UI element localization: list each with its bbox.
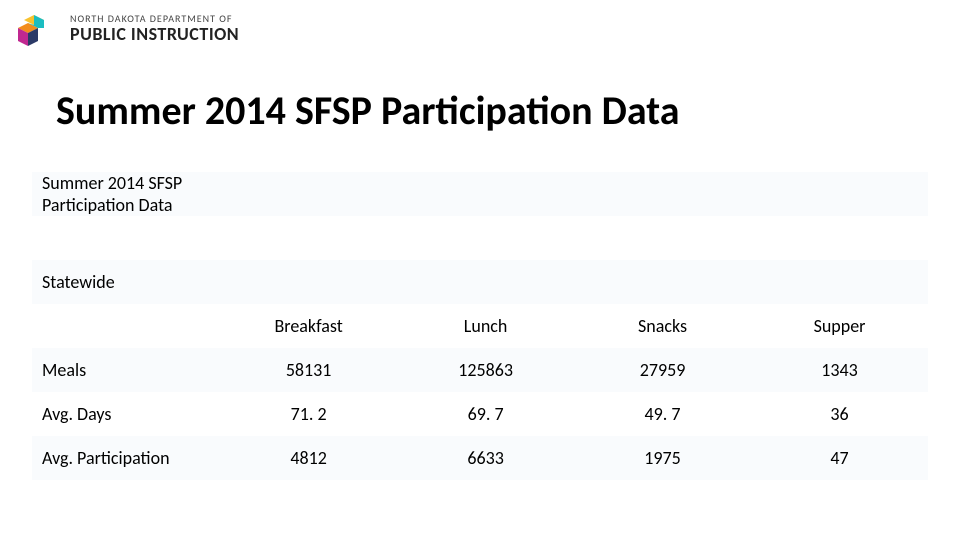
table-cell: 36 — [751, 392, 928, 436]
table-cell: Snacks — [574, 304, 751, 348]
table-cell: 49. 7 — [574, 392, 751, 436]
table-row: BreakfastLunchSnacksSupper — [32, 304, 928, 348]
table-cell: 1975 — [574, 436, 751, 480]
table-cell: Statewide — [32, 260, 220, 304]
table-cell — [220, 260, 397, 304]
logo-line2: PUBLIC INSTRUCTION — [70, 25, 239, 44]
table-cell: 4812 — [220, 436, 397, 480]
table-row: Avg. Participation48126633197547 — [32, 436, 928, 480]
table-cell — [751, 172, 928, 216]
table-cell: 71. 2 — [220, 392, 397, 436]
table-cell: Breakfast — [220, 304, 397, 348]
table-row: Meals58131125863279591343 — [32, 348, 928, 392]
page-title: Summer 2014 SFSP Participation Data — [56, 86, 680, 135]
table-cell — [220, 172, 397, 216]
table-cell — [574, 172, 751, 216]
table-cell — [397, 216, 574, 260]
participation-table: Summer 2014 SFSP Participation Data State… — [32, 172, 928, 480]
logo-text: NORTH DAKOTA DEPARTMENT OF PUBLIC INSTRU… — [70, 14, 239, 43]
table-cell: Avg. Days — [32, 392, 220, 436]
table-cell: 6633 — [397, 436, 574, 480]
table-cell — [397, 260, 574, 304]
logo-mark-icon — [14, 6, 60, 52]
table-cell — [32, 216, 220, 260]
table-cell: Summer 2014 SFSP Participation Data — [32, 172, 220, 216]
table-cell — [574, 260, 751, 304]
header-logo: NORTH DAKOTA DEPARTMENT OF PUBLIC INSTRU… — [14, 6, 239, 52]
table-cell: 125863 — [397, 348, 574, 392]
table-cell: 1343 — [751, 348, 928, 392]
table-cell: 27959 — [574, 348, 751, 392]
table-cell — [32, 304, 220, 348]
table-row: Summer 2014 SFSP Participation Data — [32, 172, 928, 216]
table-cell — [397, 172, 574, 216]
table-row — [32, 216, 928, 260]
table-row: Statewide — [32, 260, 928, 304]
table-cell — [751, 260, 928, 304]
table-cell: 47 — [751, 436, 928, 480]
table-cell — [574, 216, 751, 260]
table-cell: 69. 7 — [397, 392, 574, 436]
table-cell: Avg. Participation — [32, 436, 220, 480]
table-cell: Lunch — [397, 304, 574, 348]
table-cell — [220, 216, 397, 260]
table-cell — [751, 216, 928, 260]
table-cell: Meals — [32, 348, 220, 392]
table-row: Avg. Days71. 269. 749. 736 — [32, 392, 928, 436]
table-cell: 58131 — [220, 348, 397, 392]
table-cell: Supper — [751, 304, 928, 348]
